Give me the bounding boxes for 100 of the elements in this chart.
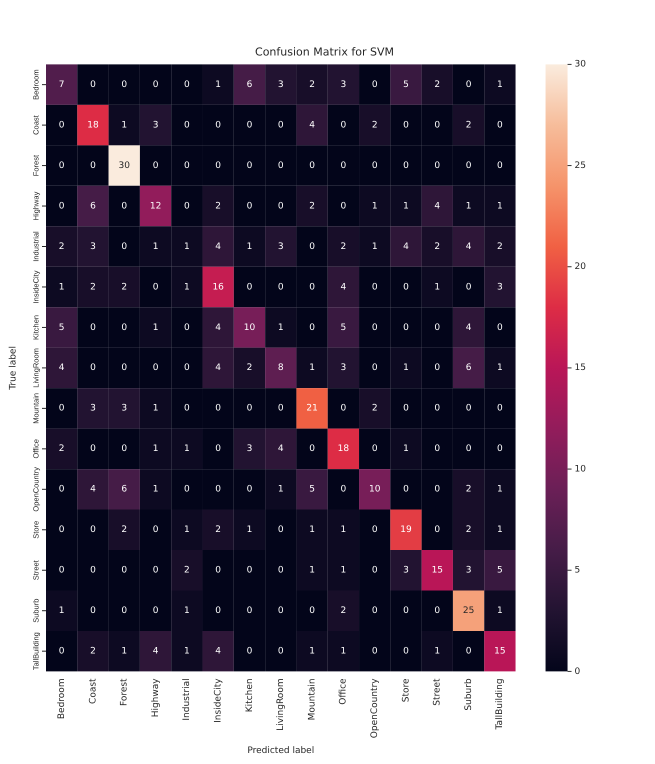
data-label: 0 xyxy=(278,282,284,292)
data-label: 1 xyxy=(152,444,158,454)
data-label: 0 xyxy=(58,201,65,212)
data-label: 1 xyxy=(403,201,409,212)
data-label: 0 xyxy=(340,160,347,171)
data-label: 3 xyxy=(340,363,346,374)
data-label: 0 xyxy=(309,282,316,292)
data-label: 7 xyxy=(58,80,65,90)
data-label: 2 xyxy=(434,80,440,90)
data-label: 15 xyxy=(432,566,444,576)
data-label: 6 xyxy=(90,201,96,212)
x-tick-label: Kitchen xyxy=(244,678,255,712)
data-label: 1 xyxy=(215,80,222,90)
data-label: 0 xyxy=(372,322,378,333)
data-label: 1 xyxy=(184,646,190,657)
data-label: 0 xyxy=(340,201,347,212)
data-label: 30 xyxy=(118,160,130,171)
data-label: 1 xyxy=(403,363,409,374)
x-tick-label: TallBuilding xyxy=(495,678,506,730)
x-tick-label: Office xyxy=(338,678,349,705)
data-label: 18 xyxy=(87,120,99,130)
data-label: 0 xyxy=(246,606,253,616)
data-label: 16 xyxy=(212,282,224,292)
data-label: 0 xyxy=(278,201,284,212)
x-tick-label: Suburb xyxy=(464,678,474,711)
data-label: 0 xyxy=(466,80,472,90)
data-label: 0 xyxy=(278,160,284,171)
data-label: 0 xyxy=(309,444,316,454)
data-label: 0 xyxy=(434,404,440,414)
data-label: 1 xyxy=(152,242,158,252)
data-label: 0 xyxy=(372,363,378,374)
data-label: 6 xyxy=(466,363,472,374)
data-label: 0 xyxy=(90,80,96,90)
data-label: 0 xyxy=(184,80,190,90)
data-label: 0 xyxy=(466,646,472,657)
data-label: 0 xyxy=(58,646,65,657)
data-label: 0 xyxy=(246,282,253,292)
data-label: 0 xyxy=(466,404,472,414)
data-label: 4 xyxy=(215,242,222,252)
data-label: 2 xyxy=(340,242,346,252)
data-label: 2 xyxy=(466,525,472,536)
data-label: 0 xyxy=(403,322,410,333)
data-label: 2 xyxy=(497,242,503,252)
data-label: 4 xyxy=(152,646,159,657)
data-label: 3 xyxy=(466,566,472,576)
data-label: 1 xyxy=(184,242,190,252)
data-label: 1 xyxy=(340,566,346,576)
data-label: 0 xyxy=(466,282,472,292)
data-label: 4 xyxy=(340,282,347,292)
data-label: 10 xyxy=(368,484,381,495)
data-label: 0 xyxy=(184,363,190,374)
x-tick-label: Bedroom xyxy=(56,678,67,720)
data-label: 1 xyxy=(152,322,158,333)
data-label: 1 xyxy=(152,404,158,414)
data-label: 21 xyxy=(306,404,318,414)
data-label: 0 xyxy=(434,120,440,130)
data-label: 0 xyxy=(152,282,159,292)
data-label: 0 xyxy=(403,404,410,414)
data-label: 0 xyxy=(497,120,504,130)
data-label: 3 xyxy=(121,404,128,414)
data-label: 1 xyxy=(497,606,503,616)
data-label: 2 xyxy=(121,282,128,292)
data-label: 0 xyxy=(403,120,410,130)
data-label: 0 xyxy=(152,363,159,374)
data-label: 0 xyxy=(121,201,128,212)
data-label: 0 xyxy=(121,606,128,616)
data-label: 2 xyxy=(309,201,315,212)
data-label: 0 xyxy=(90,160,96,171)
data-label: 0 xyxy=(152,525,159,536)
data-label: 4 xyxy=(278,444,284,454)
data-label: 1 xyxy=(340,646,346,657)
data-label: 1 xyxy=(58,606,65,616)
data-label: 0 xyxy=(434,363,440,374)
data-label: 0 xyxy=(58,404,65,414)
data-label: 2 xyxy=(434,242,440,252)
data-label: 0 xyxy=(246,484,253,495)
data-label: 0 xyxy=(152,606,159,616)
data-label: 2 xyxy=(372,120,378,130)
data-label: 0 xyxy=(215,484,222,495)
data-label: 4 xyxy=(466,242,472,252)
data-label: 3 xyxy=(403,566,409,576)
data-label: 0 xyxy=(90,525,96,536)
data-label: 0 xyxy=(403,282,410,292)
data-label: 3 xyxy=(246,444,252,454)
data-label: 1 xyxy=(309,566,315,576)
color-bar-label: 5 xyxy=(574,566,580,576)
data-label: 0 xyxy=(497,404,504,414)
data-label: 1 xyxy=(309,525,315,536)
x-tick-label: Street xyxy=(432,678,443,706)
data-label: 1 xyxy=(497,363,503,374)
data-label: 0 xyxy=(152,80,159,90)
data-label: 1 xyxy=(309,646,315,657)
chart-title: Confusion Matrix for SVM xyxy=(255,46,394,59)
data-label: 0 xyxy=(372,160,378,171)
data-label: 0 xyxy=(246,160,253,171)
data-label: 1 xyxy=(372,242,378,252)
data-label: 4 xyxy=(466,322,472,333)
data-label: 4 xyxy=(58,363,65,374)
data-label: 0 xyxy=(121,566,128,576)
data-label: 0 xyxy=(309,322,316,333)
